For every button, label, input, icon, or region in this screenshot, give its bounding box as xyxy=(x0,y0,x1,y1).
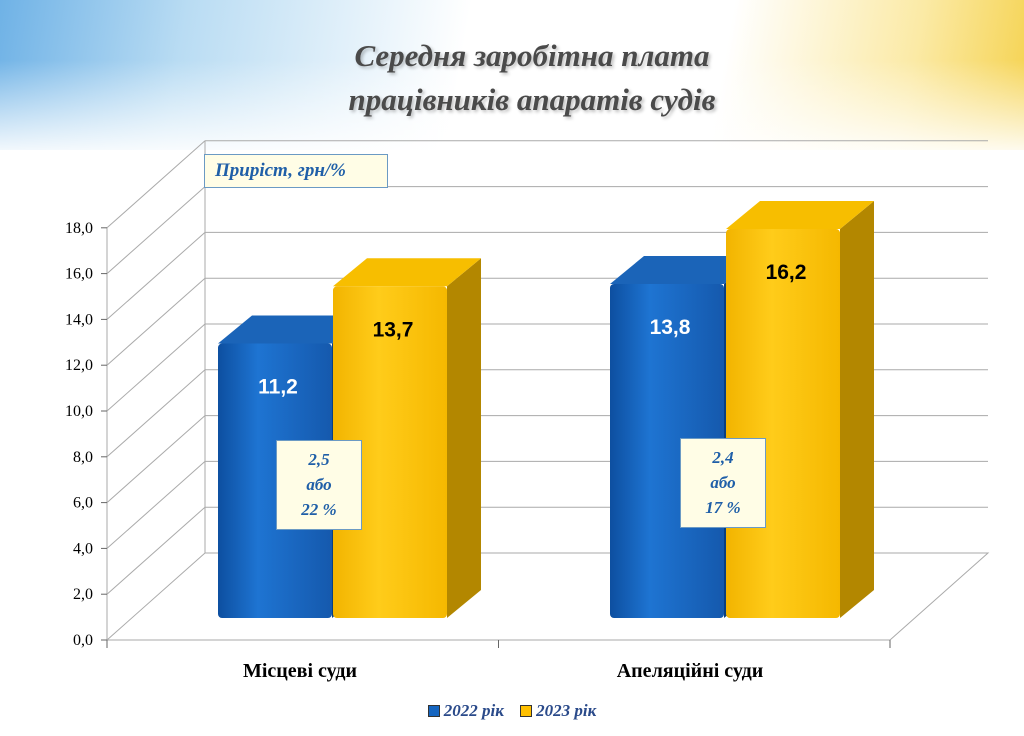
x-category-label: Місцеві суди xyxy=(243,660,357,682)
chart-title-line-2: працівників апаратів судів xyxy=(348,82,716,117)
bar-value-label: 13,8 xyxy=(650,316,691,339)
unit-label-box: Приріст, грн/% xyxy=(204,154,388,188)
bar xyxy=(333,286,447,618)
y-tick-label: 10,0 xyxy=(65,403,93,420)
bar-value-label: 11,2 xyxy=(258,376,298,399)
y-tick-label: 0,0 xyxy=(73,632,93,649)
bar xyxy=(218,343,332,618)
growth-annotation-connector: або xyxy=(306,475,332,494)
bar xyxy=(610,283,724,618)
growth-annotation-appeal: 2,4 або 17 % xyxy=(680,438,766,528)
x-category-label: Апеляційні суди xyxy=(617,660,764,682)
gridline-side xyxy=(106,461,206,549)
y-tick-label: 16,0 xyxy=(65,266,93,283)
y-tick-label: 12,0 xyxy=(65,357,93,374)
gridline-side xyxy=(106,140,206,229)
y-tick-label: 8,0 xyxy=(73,449,93,466)
gridline-side xyxy=(106,186,206,274)
gridline-side xyxy=(106,232,206,320)
gridline-side xyxy=(106,369,206,458)
chart-legend: 2022 рік 2023 рік xyxy=(0,701,1024,722)
chart-title-line-1: Середня заробітна плата xyxy=(354,38,710,73)
y-tick-label: 4,0 xyxy=(73,540,93,557)
bar-value-label: 16,2 xyxy=(766,261,807,284)
legend-item-2023: 2023 рік xyxy=(520,701,596,721)
y-tick-label: 14,0 xyxy=(65,311,93,328)
gridline-side xyxy=(106,506,206,595)
growth-annotation-percent: 17 % xyxy=(705,498,741,517)
axis-layer: 0,0 2,0 4,0 6,0 8,0 10,0 12,0 14,0 16,0 18,0 xyxy=(65,220,891,649)
legend-label-2023: 2023 рік xyxy=(536,701,597,720)
bar-side xyxy=(840,201,874,618)
y-tick-label: 18,0 xyxy=(65,220,93,237)
growth-annotation-local: 2,5 або 22 % xyxy=(276,440,362,530)
chart-title: Середня заробітна плата працівників апар… xyxy=(0,34,1024,122)
growth-annotation-value: 2,5 xyxy=(308,450,330,469)
bar-side xyxy=(447,258,481,618)
legend-swatch-2022 xyxy=(427,705,440,717)
gridline-side xyxy=(106,415,206,503)
bar-top xyxy=(610,255,758,284)
bars-layer xyxy=(218,201,874,619)
y-tick-label: 6,0 xyxy=(73,495,93,512)
background-fade xyxy=(0,60,1024,160)
growth-annotation-value: 2,4 xyxy=(712,448,734,467)
growth-annotation-connector: або xyxy=(710,473,736,492)
legend-label-2022: 2022 рік xyxy=(443,701,504,720)
legend-swatch-2023 xyxy=(520,705,533,717)
bar-top xyxy=(726,201,874,230)
bar-value-label: 13,7 xyxy=(373,318,414,341)
y-tick-label: 2,0 xyxy=(73,586,93,603)
gridline-side xyxy=(106,323,206,412)
bar-top xyxy=(333,258,481,287)
growth-annotation-percent: 22 % xyxy=(301,500,337,519)
bar-top xyxy=(218,315,366,344)
bar xyxy=(726,229,840,618)
chart-floor xyxy=(105,552,990,641)
labels-layer: Місцеві суди Апеляційні суди 11,2 13,7 13,8 1… xyxy=(243,261,806,682)
gridline-side xyxy=(106,277,206,366)
legend-item-2022: 2022 рік xyxy=(427,701,504,721)
